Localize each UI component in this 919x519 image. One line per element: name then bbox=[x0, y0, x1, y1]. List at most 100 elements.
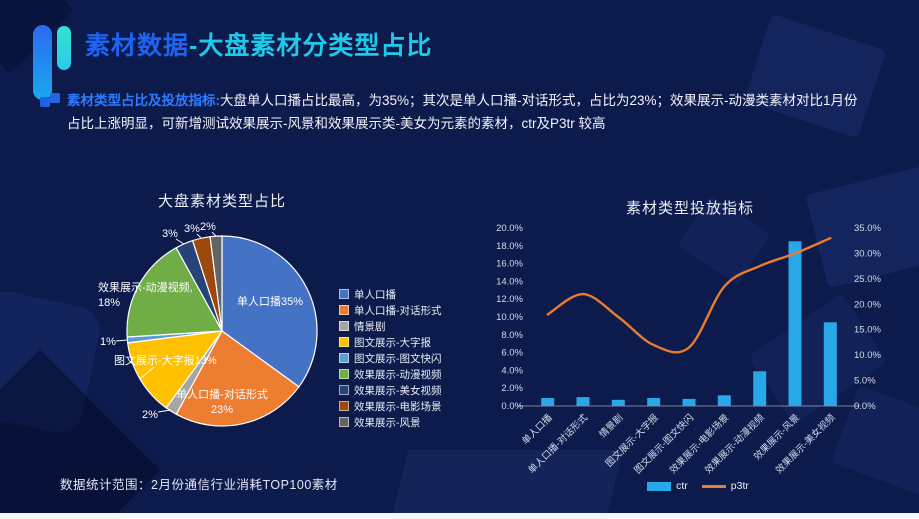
legend-label: ctr bbox=[676, 480, 688, 492]
bar-效果展示-美女视频 bbox=[823, 322, 837, 406]
summary-lead: 素材类型占比及投放指标: bbox=[67, 93, 220, 108]
pie-label-leader bbox=[196, 233, 202, 239]
pie-legend-item: 效果展示-动漫视频 bbox=[339, 366, 442, 382]
pie-slice-图文展示-大字报 bbox=[127, 330, 224, 409]
logo-bar-icon bbox=[57, 26, 71, 70]
left-axis-tick: 8.0% bbox=[501, 330, 523, 341]
pie-label-leader bbox=[115, 339, 128, 342]
legend-label: 单人口播 bbox=[354, 288, 396, 301]
pie-data-label: 图文展示-大字报13% bbox=[114, 353, 217, 367]
pie-slice-单人口播 bbox=[221, 235, 318, 388]
pie-chart: 单人口播35% 单人口播-对话形式 23% 效果展示-动漫视频, 18% 图文展示-大字报… bbox=[98, 221, 318, 427]
legend-label: 效果展示-美女视频 bbox=[354, 384, 442, 397]
slide-bottom-edge bbox=[0, 513, 919, 519]
pie-data-label: 2% bbox=[200, 221, 216, 233]
left-axis-tick: 12.0% bbox=[496, 294, 523, 305]
right-axis-tick: 10.0% bbox=[854, 350, 881, 361]
legend-label: 单人口播-对话形式 bbox=[354, 304, 442, 317]
pie-chart-title: 大盘素材类型占比 bbox=[157, 193, 286, 210]
footer-note: 数据统计范围：2月份通信行业消耗TOP100素材 bbox=[60, 478, 338, 492]
left-axis-tick: 20.0% bbox=[496, 223, 523, 234]
legend-label: p3tr bbox=[730, 480, 749, 492]
bar-图文展示-大字报 bbox=[647, 398, 661, 406]
x-category-label: 图文展示-图文快闪 bbox=[632, 412, 696, 476]
combo-legend-item: p3tr bbox=[701, 480, 749, 492]
legend-label: 图文展示-大字报 bbox=[354, 336, 431, 349]
legend-swatch-icon bbox=[339, 305, 349, 315]
legend-swatch-icon bbox=[701, 484, 726, 488]
right-axis-tick: 0.0% bbox=[854, 401, 876, 412]
summary-line1: 素材类型占比及投放指标:大盘单人口播占比最高，为35%；其次是单人口播-对话形式… bbox=[67, 89, 903, 112]
left-axis-tick: 18.0% bbox=[496, 241, 523, 252]
x-category-label: 效果展示-电影场景 bbox=[667, 412, 731, 476]
pie-label-leader bbox=[211, 231, 217, 237]
left-axis-tick: 0.0% bbox=[501, 401, 523, 412]
right-axis-tick: 25.0% bbox=[854, 274, 881, 285]
combo-chart-legend: ctr p3tr bbox=[488, 480, 908, 492]
page-title: 素材数据-大盘素材分类型占比 bbox=[85, 26, 432, 62]
pie-data-label: 效果展示-动漫视频, bbox=[98, 280, 193, 294]
legend-label: 情景剧 bbox=[354, 320, 386, 333]
pie-legend-item: 效果展示-电影场景 bbox=[339, 398, 442, 414]
x-category-label: 效果展示-动漫视频 bbox=[702, 411, 767, 476]
pie-legend-item: 情景剧 bbox=[339, 318, 442, 334]
x-category-label: 效果展示-美女视频 bbox=[773, 411, 838, 476]
pie-legend-item: 单人口播-对话形式 bbox=[339, 302, 442, 318]
legend-label: 图文展示-图文快闪 bbox=[354, 352, 442, 365]
right-axis-tick: 5.0% bbox=[854, 376, 876, 387]
pie-legend-item: 效果展示-风景 bbox=[339, 414, 442, 430]
bar-图文展示-图文快闪 bbox=[682, 398, 696, 406]
right-axis-tick: 15.0% bbox=[854, 325, 881, 336]
legend-label: 效果展示-动漫视频 bbox=[354, 368, 442, 381]
x-category-label: 情景剧 bbox=[597, 412, 626, 441]
legend-swatch-icon bbox=[339, 353, 349, 363]
legend-swatch-icon bbox=[339, 337, 349, 347]
logo-bar-icon bbox=[33, 25, 52, 100]
pie-data-label: 单人口播35% bbox=[237, 294, 303, 308]
combo-legend-item: ctr bbox=[647, 480, 688, 492]
bar-情景剧 bbox=[611, 399, 625, 406]
x-category-label: 单人口播 bbox=[519, 411, 555, 447]
left-axis-tick: 16.0% bbox=[496, 259, 523, 270]
pie-legend: 单人口播单人口播-对话形式 情景剧图文展示-大字报 图文展示-图文快闪 效果展示-动漫… bbox=[339, 286, 442, 430]
x-category-label: 单人口播-对话形式 bbox=[526, 411, 591, 476]
right-axis-tick: 35.0% bbox=[854, 223, 881, 234]
pie-legend-item: 单人口播 bbox=[339, 286, 442, 302]
legend-swatch-icon bbox=[339, 289, 349, 299]
pie-legend-item: 效果展示-美女视频 bbox=[339, 382, 442, 398]
pie-data-label: 18% bbox=[98, 297, 120, 309]
summary-line1-text: 大盘单人口播占比最高，为35%；其次是单人口播-对话形式，占比为23%；效果展示… bbox=[220, 93, 858, 108]
logo-square-icon bbox=[50, 93, 60, 103]
pie-data-label: 3% bbox=[184, 223, 200, 235]
page-title-part2: -大盘素材分类型占比 bbox=[189, 32, 433, 60]
p3tr-line bbox=[546, 237, 832, 354]
pie-slice-效果展示-动漫视频 bbox=[126, 246, 223, 338]
legend-swatch-icon bbox=[339, 369, 349, 379]
legend-swatch-icon bbox=[647, 481, 672, 491]
combo-chart-title: 素材类型投放指标 bbox=[625, 200, 754, 217]
legend-label: 效果展示-风景 bbox=[354, 416, 421, 429]
pie-label-leader bbox=[157, 409, 172, 413]
pie-slice-效果展示-风景 bbox=[209, 235, 223, 332]
left-axis-tick: 10.0% bbox=[496, 312, 523, 323]
pie-label-leader bbox=[139, 366, 155, 380]
bullet-square-icon bbox=[40, 97, 50, 107]
pie-data-label: 2% bbox=[142, 409, 158, 421]
pie-data-label: 23% bbox=[211, 404, 233, 416]
pie-legend-item: 图文展示-图文快闪 bbox=[339, 350, 442, 366]
right-axis-tick: 20.0% bbox=[854, 299, 881, 310]
summary-text: 素材类型占比及投放指标:大盘单人口播占比最高，为35%；其次是单人口播-对话形式… bbox=[67, 89, 903, 135]
left-axis-tick: 2.0% bbox=[501, 383, 523, 394]
bar-效果展示-电影场景 bbox=[717, 395, 731, 406]
legend-label: 效果展示-电影场景 bbox=[354, 400, 442, 413]
right-axis-tick: 30.0% bbox=[854, 248, 881, 259]
combo-chart: 0.0% 2.0% 4.0% 6.0% 8.0% 10.0% 12.0% 14.0% 16.0%… bbox=[496, 223, 881, 476]
legend-swatch-icon bbox=[339, 401, 349, 411]
left-axis-tick: 4.0% bbox=[501, 365, 523, 376]
bar-效果展示-风景 bbox=[788, 241, 802, 406]
left-axis-tick: 14.0% bbox=[496, 276, 523, 287]
pie-label-leader bbox=[175, 238, 185, 245]
bar-单人口播 bbox=[541, 398, 555, 406]
left-axis-tick: 6.0% bbox=[501, 348, 523, 359]
